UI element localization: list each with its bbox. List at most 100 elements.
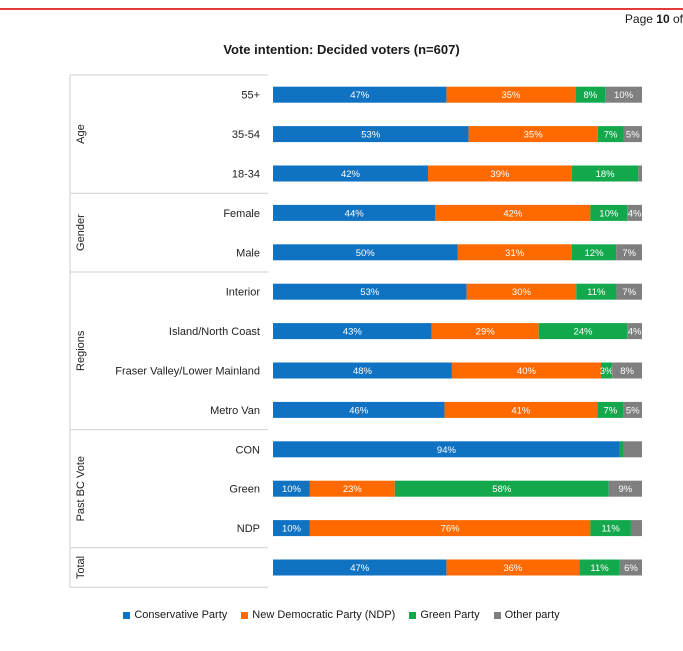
bar-segment <box>619 441 624 458</box>
bar-segment <box>435 204 591 221</box>
legend-swatch <box>493 611 501 619</box>
bar-segment <box>579 559 620 576</box>
data-label: 11% <box>587 287 606 298</box>
category-label: Male <box>236 247 260 259</box>
data-label: 18% <box>596 169 616 180</box>
data-label: 36% <box>503 563 523 574</box>
bar-segment <box>273 401 445 418</box>
bar-segment <box>623 441 642 458</box>
data-label: 53% <box>361 130 381 141</box>
data-label: 4% <box>628 327 642 338</box>
bar-segment <box>273 244 458 261</box>
data-label: 5% <box>626 130 640 141</box>
group-label: Age <box>75 124 87 144</box>
page-prefix: Page <box>624 12 653 26</box>
bar-segment <box>273 165 428 182</box>
data-label: 48% <box>353 366 373 377</box>
data-label: 4% <box>628 208 642 219</box>
bar-segment <box>273 204 436 221</box>
data-label: 35% <box>501 90 521 101</box>
data-label: 50% <box>356 248 376 259</box>
legend-label: Green Party <box>420 609 480 621</box>
bar-segment <box>601 362 613 379</box>
legend-label: Other party <box>504 609 560 621</box>
bar-segment <box>605 86 642 103</box>
data-label: 11% <box>590 563 609 574</box>
data-label: 8% <box>583 90 597 101</box>
data-label: 76% <box>441 524 461 535</box>
category-label: Female <box>223 208 260 220</box>
legend-item: Conservative Party <box>123 609 227 621</box>
legend-swatch <box>241 611 249 619</box>
bar-segment <box>446 86 576 103</box>
page-number: 10 <box>656 12 670 26</box>
data-label: 24% <box>573 327 593 338</box>
data-label: 46% <box>349 405 369 416</box>
bar-segment <box>457 244 572 261</box>
data-label: 3% <box>600 366 614 377</box>
bar-segment <box>468 126 598 143</box>
bar-segment <box>616 283 642 300</box>
category-label: Island/North Coast <box>169 326 260 338</box>
bar-segment <box>590 204 628 221</box>
bar-segment <box>590 520 631 537</box>
data-label: 7% <box>604 130 618 141</box>
chart-title: Vote intention: Decided voters (n=607) <box>223 42 460 57</box>
group-label: Regions <box>75 330 87 371</box>
legend-swatch <box>409 611 417 619</box>
bar-segment <box>466 283 577 300</box>
data-label: 47% <box>350 563 370 574</box>
bar-segment <box>619 559 642 576</box>
data-label: 7% <box>622 287 636 298</box>
data-label: 5% <box>626 405 640 416</box>
bar-segment <box>576 283 617 300</box>
bar-segment <box>444 401 598 418</box>
group-label: Past BC Vote <box>75 456 87 521</box>
bar-segment <box>630 520 642 537</box>
bar-segment <box>627 323 642 340</box>
chart-legend: Conservative Party New Democratic Party (… <box>0 609 683 621</box>
category-label: CON <box>236 444 261 456</box>
bar-segment <box>623 126 642 143</box>
data-label: 35% <box>524 130 544 141</box>
category-label: Green <box>229 484 260 496</box>
data-label: 10% <box>599 208 619 219</box>
bar-segment <box>627 204 642 221</box>
bar-segment <box>597 126 624 143</box>
bar-segment <box>538 323 628 340</box>
bar-segment <box>273 441 620 458</box>
legend-item: Other party <box>493 609 560 621</box>
page-suffix: of <box>672 12 683 26</box>
bar-segment <box>571 244 617 261</box>
bar-segment <box>612 362 642 379</box>
data-label: 53% <box>360 287 380 298</box>
data-label: 58% <box>492 484 512 495</box>
bar-segment <box>616 244 642 261</box>
bar-segment <box>451 362 601 379</box>
data-label: 42% <box>503 208 523 219</box>
bar-segment <box>273 323 432 340</box>
legend-label: New Democratic Party (NDP) <box>252 609 396 621</box>
data-label: 30% <box>512 287 532 298</box>
category-label: 18-34 <box>232 169 260 181</box>
bar-segment <box>394 480 609 497</box>
legend-item: New Democratic Party (NDP) <box>241 609 395 621</box>
data-label: 39% <box>490 169 510 180</box>
bar-segment <box>597 401 624 418</box>
category-label: Interior <box>226 287 261 299</box>
data-label: 10% <box>614 90 634 101</box>
data-label: 6% <box>624 563 638 574</box>
bar-segment <box>309 480 395 497</box>
data-label: 44% <box>345 208 365 219</box>
bar-segment <box>427 165 572 182</box>
data-label: 7% <box>603 405 617 416</box>
data-label: 41% <box>511 405 531 416</box>
data-label: 40% <box>517 366 537 377</box>
stacked-bar-chart: Age Gender Regions Past BC Vote Total 55+ 47% 3… <box>69 74 642 588</box>
bar-segment <box>273 126 469 143</box>
group-label: Gender <box>75 214 87 251</box>
data-label: 8% <box>620 366 634 377</box>
data-label: 11% <box>601 524 620 535</box>
data-label: 94% <box>437 445 457 456</box>
bar-segment <box>446 559 580 576</box>
